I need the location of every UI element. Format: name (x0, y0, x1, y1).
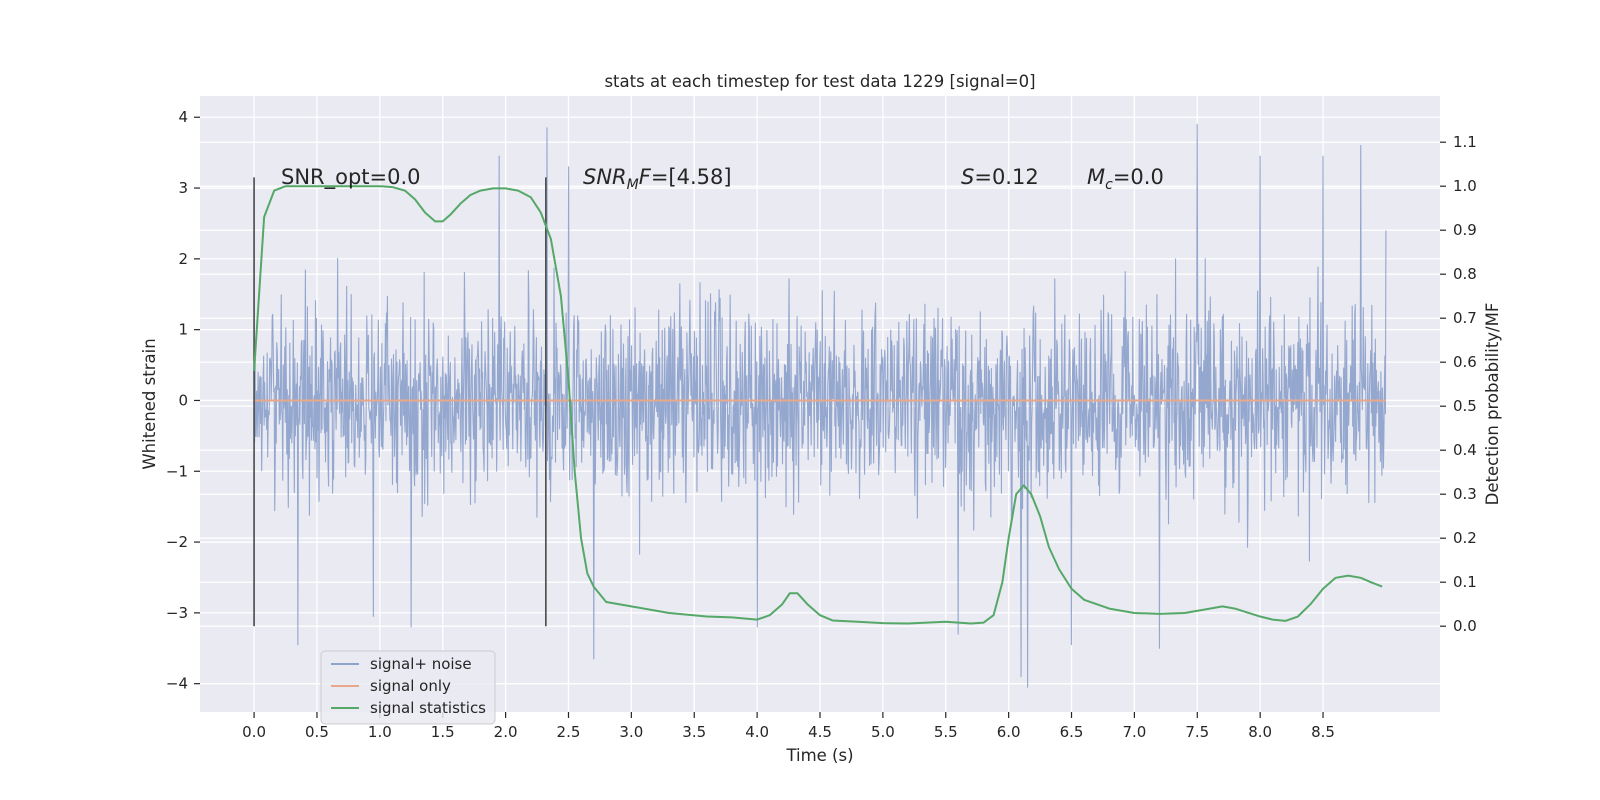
annotation-snr-opt: SNR_opt=0.0 (281, 165, 421, 190)
y2-tick-label-4: 0.4 (1453, 441, 1477, 459)
legend: signal+ noise signal only signal statist… (320, 650, 496, 725)
y2-tick-label-1: 0.1 (1453, 573, 1477, 591)
annotation-mc: Mc=0.0 (1087, 165, 1164, 193)
y2-tick-label-3: 0.3 (1453, 485, 1477, 503)
annotation-mc-value: =0.0 (1113, 165, 1164, 189)
x-tick-label-5: 2.5 (557, 723, 581, 741)
y2-tick-label-2: 0.2 (1453, 529, 1477, 547)
y-tick-label-5: 1 (178, 321, 188, 339)
x-tick-label-4: 2.0 (494, 723, 518, 741)
x-tick-label-2: 1.0 (368, 723, 392, 741)
x-tick-label-14: 7.0 (1122, 723, 1146, 741)
legend-box (320, 650, 496, 725)
x-tick-label-3: 1.5 (431, 723, 455, 741)
annotation-snr-mf-sub: M (627, 177, 639, 193)
y-tick-label-7: 3 (178, 179, 188, 197)
y2-tick-label-0: 0.0 (1453, 617, 1477, 635)
y2-tick-label-6: 0.6 (1453, 353, 1477, 371)
ticks: 0.0 0.5 1.0 1.5 2.0 2.5 3.0 3.5 4.0 4.5 5.0 5.5 6.0 6… (166, 108, 1477, 741)
x-tick-label-8: 4.0 (745, 723, 769, 741)
annotation-snr-mf-rest: F (639, 165, 652, 189)
legend-label-signal-noise: signal+ noise (370, 655, 472, 673)
y-tick-label-3: −1 (166, 462, 188, 480)
y-tick-label-2: −2 (166, 533, 188, 551)
y2-tick-label-10: 1.0 (1453, 177, 1477, 195)
annotation-snr-mf-base: SNR (583, 165, 627, 189)
y2-tick-label-8: 0.8 (1453, 265, 1477, 283)
y2-tick-label-7: 0.7 (1453, 309, 1477, 327)
x-tick-label-13: 6.5 (1060, 723, 1084, 741)
y2-tick-label-9: 0.9 (1453, 221, 1477, 239)
noise-line (253, 123, 1387, 688)
x-tick-label-12: 6.0 (997, 723, 1021, 741)
series-signal-noise (253, 123, 1387, 688)
y-tick-label-1: −3 (166, 604, 188, 622)
annotation-s-symbol: S (961, 165, 974, 189)
annotation-s-value: =0.12 (974, 165, 1038, 189)
y2-tick-label-11: 1.1 (1453, 133, 1477, 151)
y2-tick-label-5: 0.5 (1453, 397, 1477, 415)
y-tick-label-0: −4 (166, 675, 188, 693)
chart-title: stats at each timestep for test data 122… (604, 72, 1035, 91)
x-tick-label-7: 3.5 (682, 723, 706, 741)
annotation-mc-sub: c (1105, 177, 1113, 193)
x-tick-label-10: 5.0 (871, 723, 895, 741)
x-tick-label-9: 4.5 (808, 723, 832, 741)
y-tick-label-4: 0 (178, 391, 188, 409)
y-axis-label: Whitened strain (140, 338, 159, 469)
x-tick-label-1: 0.5 (305, 723, 329, 741)
annotation-snr-mf-value: =[4.58] (651, 165, 732, 189)
legend-label-signal-statistics: signal statistics (370, 699, 486, 717)
y-tick-label-8: 4 (178, 108, 188, 126)
legend-label-signal-only: signal only (370, 677, 451, 695)
x-tick-label-16: 8.0 (1248, 723, 1272, 741)
statistics-line (253, 185, 1383, 625)
x-axis-label: Time (s) (785, 746, 853, 765)
vertical-markers (253, 177, 547, 627)
x-tick-label-6: 3.0 (619, 723, 643, 741)
x-tick-label-0: 0.0 (242, 723, 266, 741)
series-signal-statistics (253, 185, 1383, 625)
annotation-snr-mf: SNRMF=[4.58] (583, 165, 732, 193)
y-tick-label-6: 2 (178, 250, 188, 268)
annotation-s: S=0.12 (961, 165, 1039, 189)
y2-axis-label: Detection probability/MF (1483, 303, 1502, 506)
annotation-mc-symbol: M (1087, 165, 1105, 189)
x-tick-label-15: 7.5 (1185, 723, 1209, 741)
x-tick-label-11: 5.5 (934, 723, 958, 741)
x-tick-label-17: 8.5 (1311, 723, 1335, 741)
